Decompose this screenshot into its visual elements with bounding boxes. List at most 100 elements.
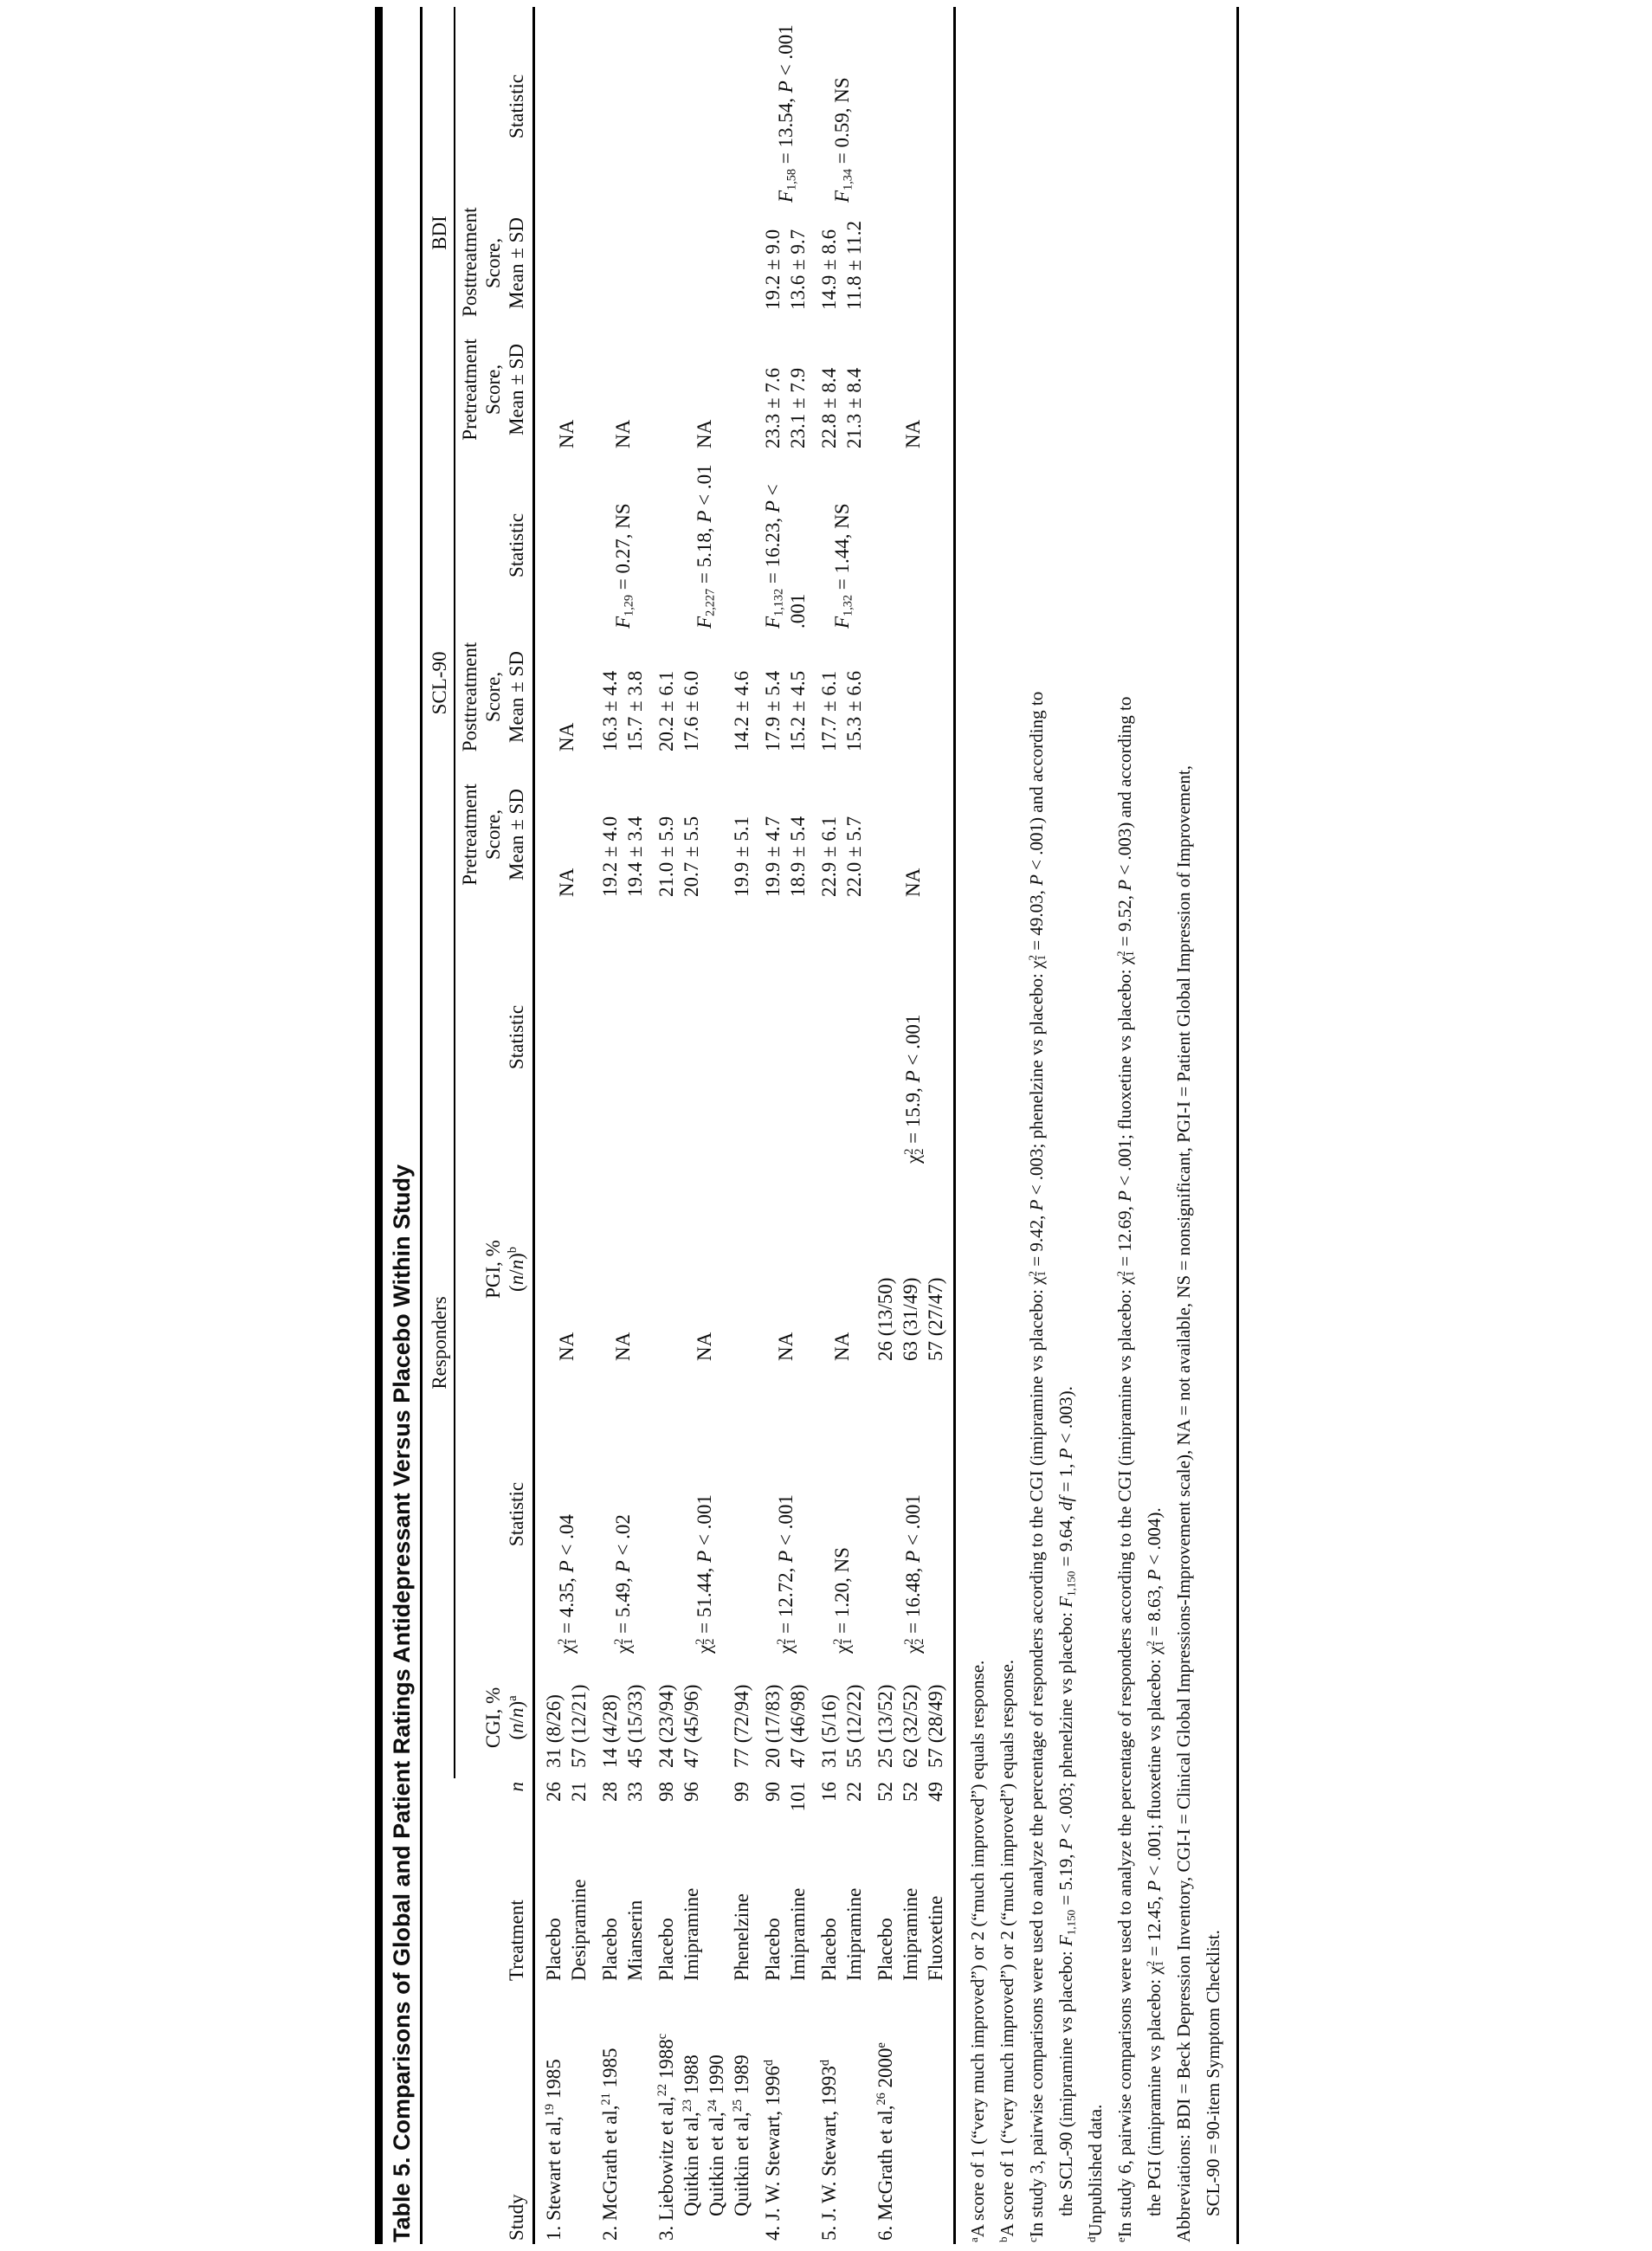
cell-cgi: 57 (28/49) — [925, 1684, 946, 1768]
header-spacer — [423, 1984, 455, 2244]
cell-cgi-stat: χ21 = 1.20, NS — [830, 1547, 855, 1654]
cell-bdi_post — [534, 206, 592, 320]
table-body: 1. Stewart et al,19 1985 Placebo 26 31 (8/2… — [534, 7, 954, 2244]
cell-scl_pre: 19.2 ± 4.0 — [599, 816, 621, 897]
cell-scl_post: 17.9 ± 5.4 — [762, 670, 784, 751]
cell-pgi: NA — [611, 1332, 634, 1361]
cell-treatment: Fluoxetine — [925, 1895, 946, 1981]
cell-pgi-stat — [591, 907, 648, 1167]
cell-treatment: Placebo — [762, 1918, 784, 1981]
cell-scl_post: 20.2 ± 6.1 — [655, 670, 677, 751]
cell-scl_post — [704, 632, 729, 762]
cell-treatment: Placebo — [599, 1918, 621, 1981]
footnote-line: cIn study 3, pairwise comparisons were u… — [1025, 691, 1049, 2242]
cell-scl_post: 16.3 ± 4.4 — [599, 670, 621, 751]
header-spacer — [423, 1778, 455, 1829]
cell-treatment: Placebo — [655, 1918, 677, 1981]
cell-bdi_post — [867, 206, 953, 320]
table-row: 5. J. W. Stewart, 1993d Placebo 16 31 (5/16… — [810, 7, 855, 2244]
cell-cgi-stat: χ21 = 4.35, P < .04 — [555, 1514, 580, 1654]
cell-treatment — [704, 1829, 729, 1984]
table-row: 4. J. W. Stewart, 1996d Placebo 90 20 (17/8… — [754, 7, 809, 2244]
cell-n: 96 — [681, 1782, 702, 1802]
column-header-bdi_stat: Statistic — [455, 6, 534, 206]
cell-scl_pre: 18.9 ± 5.4 — [787, 816, 809, 897]
cell-bdi_post — [648, 206, 754, 320]
table-end-rule — [1236, 7, 1239, 2244]
cell-scl_post: 15.7 ± 3.8 — [624, 670, 646, 751]
cell-cgi-stat: χ21 = 5.49, P < .02 — [611, 1514, 636, 1654]
cell-bdi-stat — [867, 7, 953, 206]
cell-scl_pre: 19.9 ± 4.7 — [762, 816, 784, 897]
cell-n: 52 — [874, 1782, 896, 1802]
cell-scl_post: 17.6 ± 6.0 — [681, 670, 702, 751]
table-header: Responders SCL-90 BDI Study Treatment n CGI, %… — [423, 6, 534, 2244]
cell-n: 16 — [818, 1782, 840, 1802]
cell-bdi-stat — [648, 7, 754, 206]
cell-cgi: 77 (72/94) — [731, 1684, 752, 1768]
cell-scl-stat: F1,32 = 1.44, NS — [830, 503, 855, 629]
cell-treatment: Imipramine — [900, 1887, 921, 1981]
cell-cgi: 31 (5/16) — [818, 1694, 840, 1768]
cell-bdi_pre: NA — [693, 419, 715, 448]
cell-pgi-stat — [810, 907, 867, 1167]
cell-scl_pre: 20.7 ± 5.5 — [681, 816, 702, 897]
footnotes: aA score of 1 (“very much improved”) or … — [956, 7, 1236, 2244]
cell-pgi: 63 (31/49) — [900, 1277, 921, 1361]
cell-study: 3. Liebowitz et al,22 1988c — [655, 2033, 677, 2241]
cell-treatment: Imipramine — [843, 1887, 865, 1981]
cell-study: Quitkin et al,25 1989 — [731, 2054, 752, 2216]
cell-cgi-stat: χ22 = 16.48, P < .001 — [902, 1494, 926, 1654]
cell-scl_pre: 22.9 ± 6.1 — [818, 816, 840, 897]
cell-treatment: Imipramine — [681, 1887, 702, 1981]
cell-scl_post: 17.7 ± 6.1 — [818, 670, 840, 751]
cell-n: 90 — [762, 1782, 784, 1802]
cell-study — [785, 1984, 810, 2244]
cell-bdi_post: 14.9 ± 8.6 — [818, 229, 840, 310]
cell-treatment: Desipramine — [568, 1879, 590, 1981]
column-header-pgi_stat: Statistic — [455, 906, 534, 1167]
cell-n: 22 — [843, 1782, 865, 1802]
column-header-treatment: Treatment — [455, 1829, 534, 1984]
cell-pgi: NA — [830, 1332, 853, 1361]
cell-scl_post — [867, 632, 953, 762]
cell-scl_pre: NA — [555, 868, 578, 897]
table-top-rule — [375, 7, 383, 2244]
cell-bdi_pre: NA — [611, 419, 634, 448]
cell-study: Quitkin et al,24 1990 — [706, 2054, 727, 2216]
cell-bdi_pre: 22.8 ± 8.4 — [818, 367, 840, 448]
column-header-scl_pre: Pretreatment Score, Mean ± SD — [455, 761, 534, 907]
cell-scl_pre: NA — [902, 868, 924, 897]
column-header-scl_post: Posttreatment Score, Mean ± SD — [455, 631, 534, 762]
cell-study: Quitkin et al,23 1988 — [681, 2054, 702, 2216]
cell-pgi-stat — [754, 907, 810, 1167]
cell-cgi: 57 (12/21) — [568, 1684, 590, 1768]
column-header-pgi: PGI, % (n/n)b — [455, 1167, 534, 1371]
cell-cgi: 14 (4/28) — [599, 1694, 621, 1768]
cell-cgi: 24 (23/94) — [655, 1684, 677, 1768]
cell-bdi_post: 11.8 ± 11.2 — [843, 221, 865, 310]
group-header-responders: Responders — [423, 906, 455, 1778]
cell-cgi: 25 (13/52) — [874, 1684, 896, 1768]
footnote-line: bA score of 1 (“very much improved”) or … — [996, 1659, 1017, 2242]
cell-pgi: NA — [774, 1332, 797, 1361]
footnote-line: Abbreviations: BDI = Beck Depression Inv… — [1173, 764, 1194, 2242]
cell-bdi_pre: 23.3 ± 7.6 — [762, 367, 784, 448]
cell-n: 98 — [655, 1782, 677, 1802]
cell-n: 101 — [787, 1782, 809, 1812]
cell-scl-stat: F2,227 = 5.18, P < .01 — [693, 464, 718, 629]
cell-bdi-stat — [534, 7, 592, 206]
cell-treatment: Phenelzine — [731, 1893, 752, 1981]
header-spacer — [423, 1829, 455, 1984]
cell-n: 99 — [731, 1782, 752, 1802]
table-row: 1. Stewart et al,19 1985 Placebo 26 31 (8/2… — [534, 7, 579, 2244]
cell-study — [898, 1984, 923, 2244]
cell-scl_post: NA — [555, 722, 578, 751]
cell-n: 26 — [543, 1782, 565, 1802]
cell-bdi_post: 19.2 ± 9.0 — [762, 229, 784, 310]
cell-bdi_pre: NA — [902, 419, 924, 448]
cell-scl-stat — [867, 459, 953, 632]
cell-cgi-stat: χ22 = 51.44, P < .001 — [693, 1494, 718, 1654]
